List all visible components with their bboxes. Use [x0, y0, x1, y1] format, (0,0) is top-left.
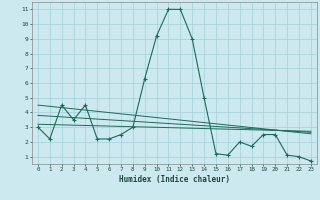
X-axis label: Humidex (Indice chaleur): Humidex (Indice chaleur) — [119, 175, 230, 184]
